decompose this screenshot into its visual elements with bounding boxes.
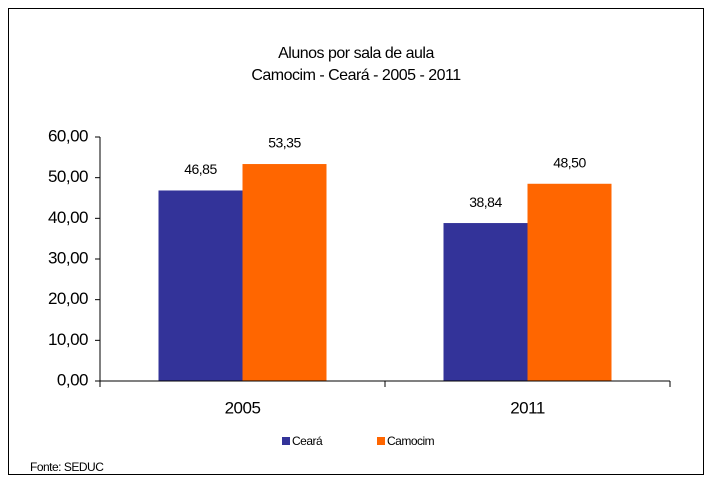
value-label: 53,35 [268,135,301,151]
value-label: 38,84 [469,194,502,210]
chart-subtitle: Camocim - Ceará - 2005 - 2011 [251,67,461,84]
bar [242,164,327,381]
x-tick-label: 2011 [510,398,545,417]
y-tick-label: 40,00 [48,208,88,227]
bar [527,183,612,381]
y-tick-label: 60,00 [48,126,88,145]
y-tick-label: 30,00 [48,248,88,267]
legend-label: Camocim [387,434,435,448]
bar [158,190,243,381]
legend-swatch [282,437,290,445]
value-label: 46,85 [184,161,217,177]
source-note: Fonte: SEDUC [30,460,104,474]
value-label: 48,50 [553,154,586,170]
legend-label: Ceará [292,434,323,448]
chart-title: Alunos por sala de aula [278,45,434,62]
y-tick-label: 10,00 [48,330,88,349]
x-tick-label: 2005 [225,398,261,417]
legend-swatch [377,437,385,445]
y-tick-label: 0,00 [57,370,88,389]
bar [443,223,528,381]
y-tick-label: 50,00 [48,167,88,186]
y-tick-label: 20,00 [48,289,88,308]
